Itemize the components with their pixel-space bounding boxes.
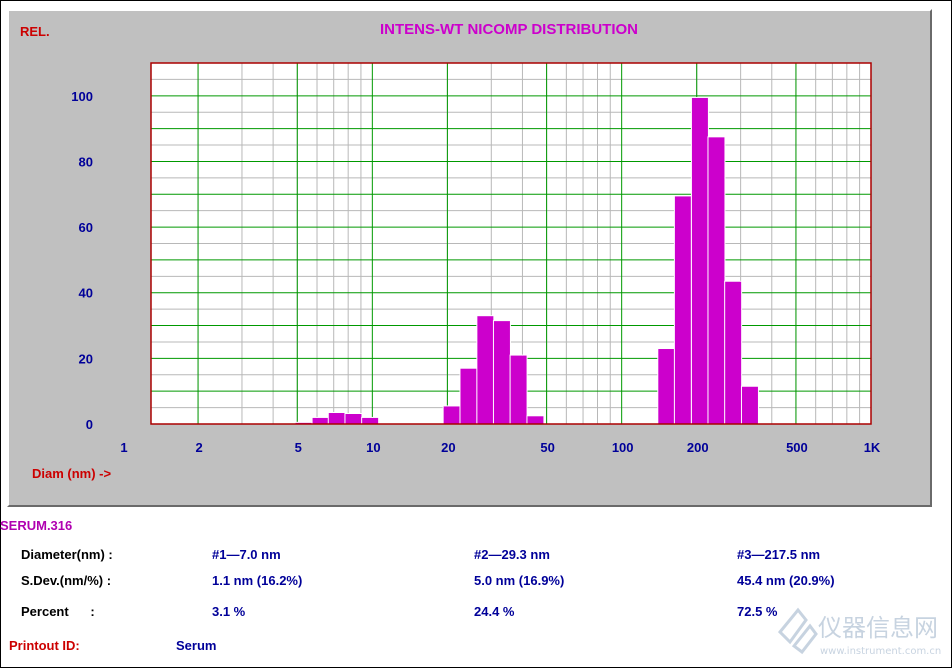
watermark-text: 仪器信息网	[818, 614, 938, 642]
y-tick-label: 0	[86, 417, 93, 432]
percent-peak-1: 3.1 %	[212, 604, 246, 619]
x-tick-label: 5	[295, 440, 302, 455]
plot-area: 0 20 40 60 80 100 1 2 5 10 20 50 100 200 500 1K	[71, 62, 881, 455]
histogram-bar	[476, 315, 495, 425]
sdev-peak-3: 45.4 nm (20.9%)	[737, 573, 835, 588]
x-tick-label: 1K	[864, 440, 881, 455]
sdev-label: S.Dev.(nm/%) :	[21, 573, 112, 588]
plot-border	[150, 62, 872, 425]
x-tick-label: 20	[441, 440, 455, 455]
watermark-logo: 仪器信息网 www.instrument.com.cn	[777, 607, 941, 657]
y-tick-label: 40	[79, 286, 93, 301]
x-tick-label: 2	[195, 440, 202, 455]
x-axis-label: Diam (nm) ->	[32, 466, 112, 481]
x-tick-label: 50	[540, 440, 554, 455]
x-tick-label: 200	[687, 440, 709, 455]
percent-peak-2: 24.4 %	[474, 604, 515, 619]
histogram-bar	[509, 354, 528, 425]
sdev-peak-1: 1.1 nm (16.2%)	[212, 573, 303, 588]
x-tick-label: 10	[366, 440, 380, 455]
histogram-bar	[311, 416, 330, 425]
results-summary: SERUM.316 Diameter(nm) : #1—7.0 nm #2—29…	[0, 510, 952, 668]
histogram-bar	[724, 280, 743, 425]
watermark-url: www.instrument.com.cn	[820, 646, 941, 657]
distribution-chart: INTENS-WT NICOMP DISTRIBUTION REL. Diam …	[20, 21, 881, 481]
printout-id-label: Printout ID:	[9, 638, 80, 653]
percent-label: Percent :	[21, 604, 95, 619]
chart-title: INTENS-WT NICOMP DISTRIBUTION	[380, 21, 638, 38]
histogram-bar	[740, 385, 759, 425]
x-tick-label: 500	[786, 440, 808, 455]
histogram-bar	[690, 96, 709, 425]
y-tick-label: 20	[79, 351, 93, 366]
histogram-bar	[361, 416, 380, 425]
histogram-bar	[344, 412, 363, 425]
x-tick-label: 1	[120, 440, 127, 455]
histogram-bar	[673, 195, 692, 425]
diameter-peak-2: #2—29.3 nm	[474, 547, 550, 562]
diameter-label: Diameter(nm) :	[21, 547, 113, 562]
diameter-peak-1: #1—7.0 nm	[212, 547, 281, 562]
histogram-bar	[459, 367, 478, 425]
histogram-bar	[442, 405, 461, 425]
x-tick-label: 100	[612, 440, 634, 455]
watermark-icon	[777, 607, 818, 655]
printout-id-value: Serum	[176, 638, 217, 653]
y-tick-label: 80	[79, 154, 93, 169]
histogram-bar	[526, 415, 545, 425]
histogram-bar	[657, 348, 676, 425]
y-tick-label: 60	[79, 220, 93, 235]
histogram-bar	[492, 320, 511, 425]
sdev-peak-2: 5.0 nm (16.9%)	[474, 573, 565, 588]
y-tick-label: 100	[71, 89, 93, 104]
histogram-bar	[327, 412, 346, 425]
y-axis-label: REL.	[20, 24, 50, 39]
percent-peak-3: 72.5 %	[737, 604, 778, 619]
chart-panel: INTENS-WT NICOMP DISTRIBUTION REL. Diam …	[7, 9, 932, 507]
diameter-peak-3: #3—217.5 nm	[737, 547, 821, 562]
sample-name: SERUM.316	[0, 518, 73, 533]
histogram-bar	[707, 136, 726, 425]
